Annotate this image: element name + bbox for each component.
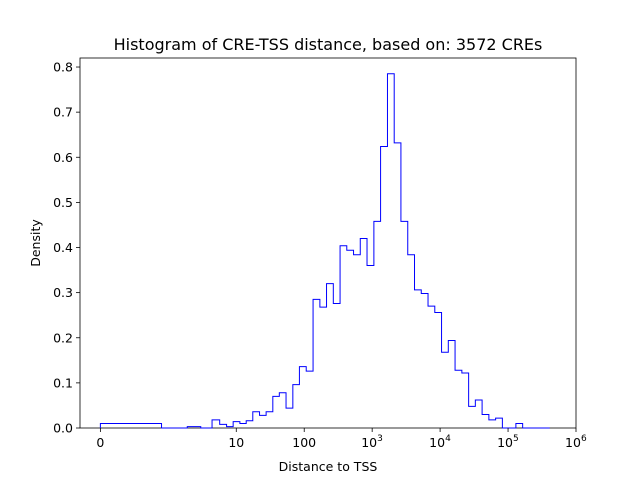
histogram-bar [212, 420, 220, 428]
histogram-bar [260, 415, 267, 428]
y-tick-label: 0.6 [53, 150, 73, 165]
histogram-bar [320, 307, 327, 428]
x-tick-label: 10 [228, 435, 244, 450]
histogram-bar [240, 423, 246, 428]
histogram-bar [421, 294, 428, 428]
histogram-bar [401, 221, 408, 428]
y-tick-label: 0.5 [53, 195, 73, 210]
histogram-bar [374, 221, 381, 428]
histogram-bar [286, 408, 293, 428]
y-tick-label: 0.3 [53, 285, 73, 300]
histogram-bar [367, 266, 374, 428]
x-tick-label: 10 [361, 435, 377, 450]
histogram-bar [469, 406, 476, 428]
histogram-bar [381, 146, 388, 428]
x-tick-exponent: 3 [377, 434, 383, 444]
histogram-bar [489, 420, 496, 428]
chart-title: Histogram of CRE-TSS distance, based on:… [114, 35, 543, 54]
histogram-outline [99, 73, 550, 429]
histogram-bars [99, 73, 550, 429]
histogram-bar [516, 423, 523, 428]
x-tick-label: 10 [497, 435, 513, 450]
histogram-bar [299, 367, 306, 428]
x-axis-label: Distance to TSS [279, 459, 378, 474]
histogram-bar [448, 340, 455, 428]
histogram-bar [246, 421, 253, 428]
histogram-bar [327, 284, 334, 428]
histogram-bar [442, 352, 449, 428]
histogram-bar [462, 373, 469, 428]
histogram-bar [220, 424, 227, 428]
plot-frame [79, 57, 577, 429]
histogram-bar [306, 371, 313, 428]
histogram-bar [233, 422, 240, 428]
histogram-bar [387, 74, 394, 428]
histogram-bar [313, 299, 320, 428]
x-tick-exponent: 4 [445, 434, 451, 444]
histogram-bar [354, 255, 361, 428]
histogram-bar [293, 385, 300, 428]
histogram-bar [333, 303, 340, 428]
histogram-bar [347, 250, 354, 428]
histogram-bar [360, 238, 367, 428]
y-tick-label: 0.7 [53, 105, 73, 120]
histogram-bar [415, 290, 422, 428]
y-tick-label: 0.4 [53, 240, 73, 255]
histogram-bar [394, 143, 401, 428]
y-axis-label: Density [28, 219, 43, 267]
y-axis-ticks: 0.0 0.1 0.2 0.3 0.4 0.5 0.6 0.7 0.8 [53, 60, 80, 436]
histogram-bar [273, 396, 280, 428]
x-tick-exponent: 5 [513, 434, 519, 444]
histogram-bar [482, 414, 489, 428]
x-tick-label: 10 [565, 435, 581, 450]
histogram-bar [408, 255, 415, 428]
histogram-bar [266, 412, 273, 428]
x-tick-label: 10 [429, 435, 445, 450]
histogram-bar [475, 400, 482, 428]
histogram-bar [496, 418, 503, 428]
x-tick-exponent: 6 [581, 434, 587, 444]
histogram-bar [435, 312, 442, 428]
y-tick-label: 0.0 [53, 421, 73, 436]
histogram-bar [455, 370, 462, 428]
y-tick-label: 0.8 [53, 60, 73, 75]
x-tick-label: 0 [96, 435, 104, 450]
histogram-bar [428, 306, 435, 428]
y-tick-label: 0.1 [53, 375, 73, 390]
x-axis-ticks: 0 10 100 10 3 10 4 10 5 10 6 [96, 428, 587, 450]
histogram-bar [279, 393, 286, 428]
x-tick-label: 100 [292, 435, 316, 450]
y-tick-label: 0.2 [53, 330, 73, 345]
histogram-bar [340, 246, 347, 428]
histogram-bar [100, 423, 161, 428]
histogram-bar [253, 412, 260, 428]
